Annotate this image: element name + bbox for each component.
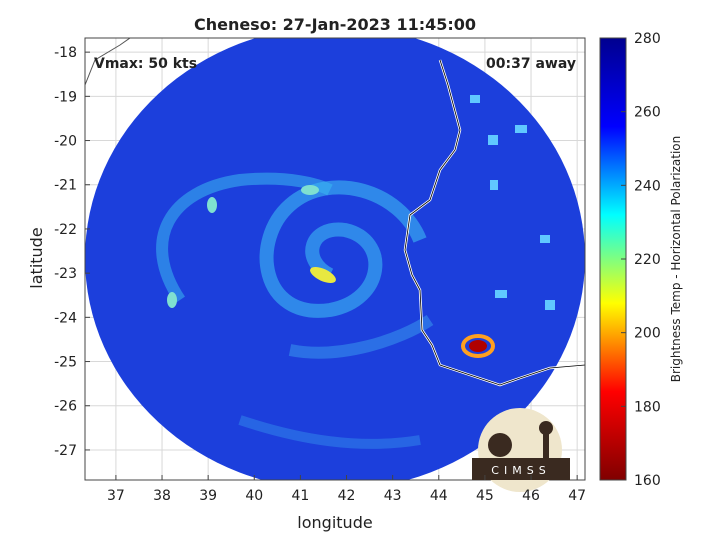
chart-title: Cheneso: 27-Jan-2023 11:45:00	[194, 15, 476, 34]
x-tick-label: 39	[199, 488, 217, 504]
colorbar-tick-label: 260	[634, 105, 661, 121]
colorbar-tick-label: 200	[634, 326, 661, 342]
x-tick-label: 44	[430, 488, 448, 504]
y-tick-label: -19	[54, 89, 77, 105]
y-tick-label: -24	[54, 310, 77, 326]
colorbar-label: Brightness Temp - Horizontal Polarizatio…	[669, 136, 683, 383]
swath	[85, 38, 585, 480]
y-tick-label: -26	[54, 399, 77, 415]
y-axis-label: latitude	[27, 227, 46, 288]
x-axis-label: longitude	[297, 513, 372, 532]
annotation: Vmax: 50 kts	[94, 56, 197, 72]
x-tick-label: 40	[245, 488, 263, 504]
swath-features	[156, 95, 555, 449]
x-tick-label: 46	[522, 488, 540, 504]
x-tick-label: 45	[476, 488, 494, 504]
colorbar-tick-label: 180	[634, 399, 661, 415]
y-tick-label: -23	[54, 266, 77, 282]
plot-frame	[84, 37, 586, 481]
colorbar-tick-label: 160	[634, 473, 661, 489]
x-tick-label: 42	[338, 488, 356, 504]
y-tick-label: -21	[54, 178, 77, 194]
x-tick-label: 47	[568, 488, 586, 504]
colorbar-tick-label: 280	[634, 31, 661, 47]
x-tick-label: 37	[107, 488, 125, 504]
y-tick-label: -22	[54, 222, 77, 238]
logo-text: CIMSS	[491, 464, 550, 477]
logo: CIMSS	[472, 408, 570, 492]
x-tick-label: 38	[153, 488, 171, 504]
y-tick-label: -20	[54, 134, 77, 150]
y-tick-label: -27	[54, 443, 77, 459]
x-tick-label: 41	[291, 488, 309, 504]
colorbar-tick-label: 240	[634, 178, 661, 194]
annotation: 00:37 away	[486, 56, 576, 72]
y-tick-label: -18	[54, 45, 77, 61]
colorbar-tick-label: 220	[634, 252, 661, 268]
x-tick-label: 43	[384, 488, 402, 504]
swath-disc	[85, 38, 585, 480]
y-tick-label: -25	[54, 355, 77, 371]
